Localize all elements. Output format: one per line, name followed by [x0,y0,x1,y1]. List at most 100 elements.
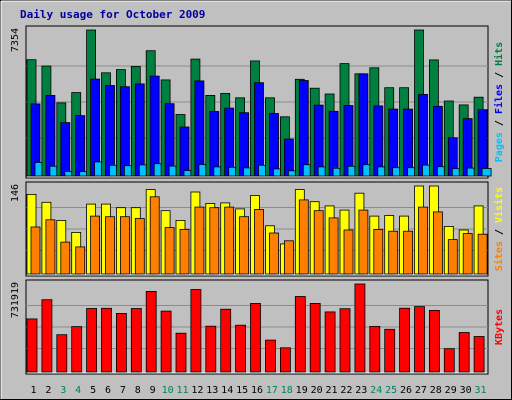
bar-sites-day-7 [120,216,130,275]
bar-kbytes-day-11 [175,332,187,373]
x-tick-label-day-10: 10 [162,385,174,396]
x-tick-label-day-6: 6 [105,385,111,396]
bar-kbytes-day-15 [235,324,247,373]
x-tick-label-day-30: 30 [460,385,472,396]
bar-sites-day-20 [313,210,324,275]
x-tick-label-day-17: 17 [266,385,278,396]
bar-files-day-9 [149,75,160,177]
x-tick-label-day-25: 25 [385,385,397,396]
bar-sites-day-17 [269,232,279,275]
bar-kbytes-day-16 [250,302,261,373]
bar-kbytes-day-28 [428,309,440,373]
x-tick-label-day-1: 1 [30,385,36,396]
bar-pages-day-31 [481,168,492,177]
panel-visits-legend: Sites / Visits [493,187,505,271]
panel-kbytes-ymax-label: 731919 [10,282,21,318]
panel-hits-legend: Pages / Files / Hits [493,42,505,162]
bar-sites-day-1 [30,226,41,275]
bar-kbytes-day-4 [71,326,83,373]
legend-separator: / [494,223,505,241]
bar-kbytes-day-13 [205,325,217,373]
bar-files-day-17 [269,113,279,177]
bar-sites-day-31 [477,233,488,275]
bar-sites-day-25 [388,230,399,275]
bar-kbytes-day-24 [369,325,381,373]
x-tick-label-day-23: 23 [355,385,367,396]
bar-files-day-2 [45,95,56,177]
bar-sites-day-30 [462,233,473,275]
bar-files-day-7 [120,86,130,177]
bar-sites-day-5 [90,215,100,275]
bar-kbytes-day-5 [86,308,97,373]
bar-files-day-22 [343,105,354,177]
bar-sites-day-11 [179,228,190,275]
x-tick-label-day-14: 14 [221,385,233,396]
bar-kbytes-day-18 [279,347,291,373]
x-tick-label-day-20: 20 [311,385,323,396]
bar-kbytes-day-26 [399,307,411,373]
bar-files-day-11 [179,126,190,177]
bar-files-day-21 [328,110,339,177]
bar-kbytes-day-10 [160,310,172,373]
chart-title: Daily usage for October 2009 [20,8,205,21]
bar-sites-day-19 [298,199,309,275]
legend-separator: / [494,114,505,132]
panel-kbytes-legend: KBytes [494,309,505,345]
bar-files-day-8 [134,83,145,177]
x-tick-label-day-27: 27 [415,385,427,396]
bar-files-day-25 [388,108,399,177]
bar-files-day-10 [164,103,175,177]
bar-sites-day-21 [328,217,339,275]
bar-files-day-16 [254,82,264,177]
panel-kbytes: 731919 KBytes [10,279,505,375]
bar-sites-day-27 [418,206,428,275]
bar-kbytes-day-3 [56,334,68,373]
x-tick-label-day-4: 4 [75,385,81,396]
x-tick-label-day-21: 21 [325,385,337,396]
legend-pages: Pages [494,132,505,162]
bar-sites-day-14 [224,206,235,275]
bar-sites-day-15 [239,216,250,275]
x-tick-label-day-16: 16 [251,385,263,396]
bar-files-day-6 [105,85,115,177]
bar-files-day-12 [194,80,205,177]
bar-files-day-23 [358,73,369,177]
bar-files-day-26 [403,108,414,177]
bar-sites-day-6 [105,216,115,275]
bar-kbytes-day-30 [458,332,470,373]
bar-files-day-31 [477,109,488,177]
bar-kbytes-day-12 [190,289,202,373]
x-tick-label-day-24: 24 [370,385,382,396]
legend-hits: Hits [493,42,505,66]
x-tick-label-day-31: 31 [474,385,486,396]
bar-files-day-4 [75,115,86,177]
bar-sites-day-22 [343,229,354,275]
bar-kbytes-day-29 [443,348,455,373]
x-tick-label-day-22: 22 [340,385,352,396]
bar-kbytes-day-8 [130,308,142,373]
bar-files-day-13 [209,111,220,177]
x-tick-label-day-28: 28 [430,385,442,396]
bar-sites-day-18 [283,240,294,275]
panel-visits: 146 Sites / Visits [10,181,505,277]
bar-kbytes-day-19 [294,296,306,373]
bar-sites-day-28 [432,211,443,275]
legend-kbytes: KBytes [494,309,505,345]
bar-files-day-15 [239,112,250,177]
bar-sites-day-16 [254,209,264,275]
bar-sites-day-9 [149,196,160,275]
legend-sites: Sites [493,241,505,271]
bar-sites-day-23 [358,209,369,275]
x-tick-label-day-9: 9 [150,385,156,396]
x-tick-label-day-3: 3 [60,385,66,396]
bar-files-day-24 [373,105,384,177]
x-tick-label-day-18: 18 [281,385,293,396]
bar-sites-day-12 [194,206,205,275]
bar-kbytes-day-27 [414,306,425,373]
bar-files-day-28 [432,105,443,177]
bar-files-day-30 [462,118,473,177]
bar-kbytes-day-23 [354,283,366,373]
x-tick-label-day-29: 29 [445,385,457,396]
x-tick-label-day-26: 26 [400,385,412,396]
